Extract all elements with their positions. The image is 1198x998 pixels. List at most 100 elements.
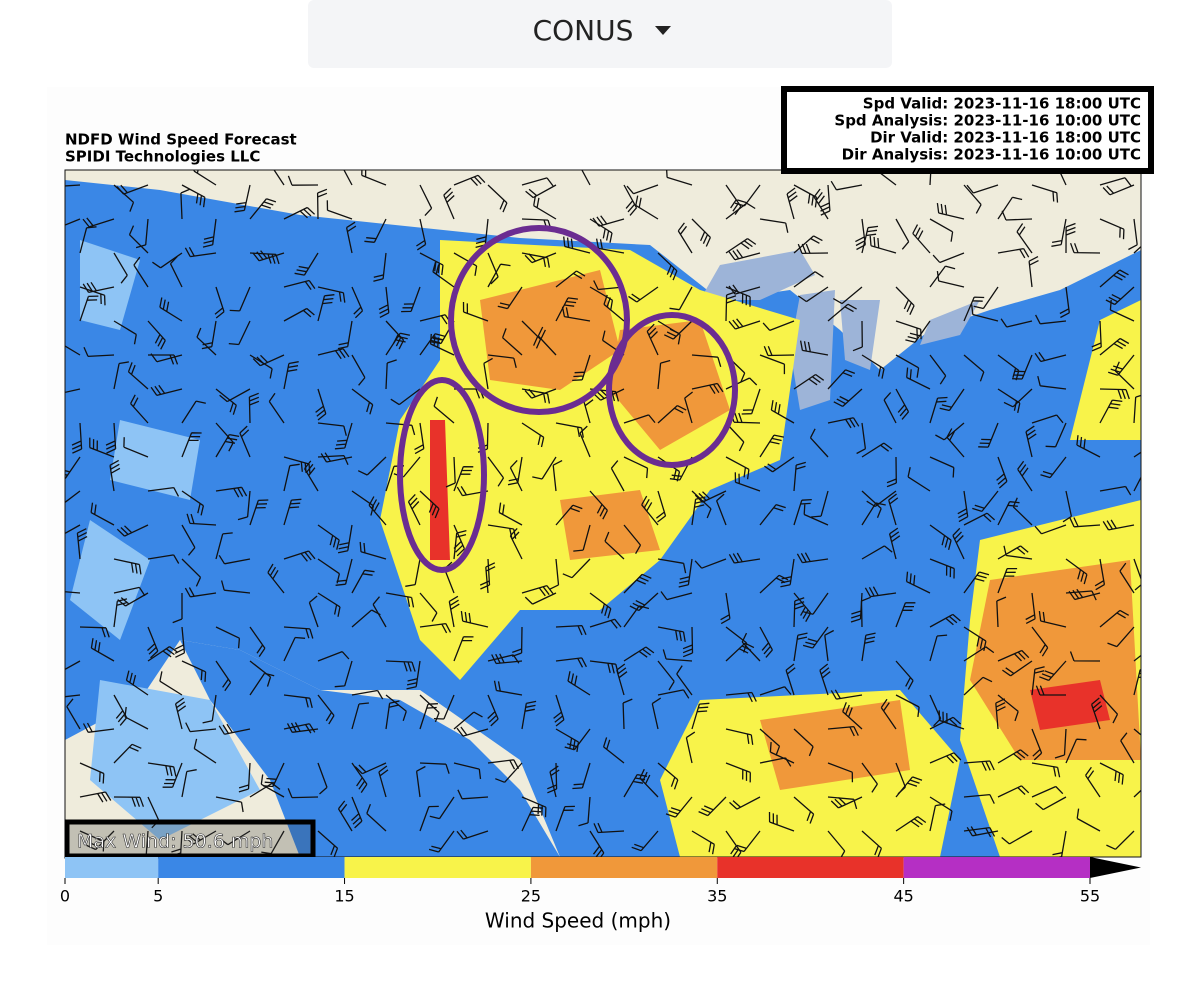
wind-barb xyxy=(799,340,829,356)
wind-barb xyxy=(595,238,625,254)
wind-barb xyxy=(65,456,81,480)
wind-barb xyxy=(82,722,115,733)
wind-barb xyxy=(725,762,751,783)
wind-barb xyxy=(215,796,244,813)
colorbar-tick-label: 5 xyxy=(153,887,163,906)
wind-barb xyxy=(79,830,105,852)
wind-barb xyxy=(218,554,251,565)
wind-barb xyxy=(65,490,81,504)
wind-barb xyxy=(728,552,761,564)
wind-barb xyxy=(76,528,88,560)
wind-barb xyxy=(125,670,149,696)
wind-barb xyxy=(249,626,266,657)
wind-barb xyxy=(219,388,251,403)
wind-barb xyxy=(453,174,486,187)
wind-barb xyxy=(725,456,750,480)
wind-barb xyxy=(294,252,319,276)
wind-barb xyxy=(929,634,948,662)
wind-barb xyxy=(181,524,196,556)
wind-barb xyxy=(1028,256,1039,288)
wind-barb xyxy=(929,716,962,730)
wind-barb xyxy=(793,632,808,662)
wind-barb xyxy=(759,728,781,756)
dropdown-box[interactable] xyxy=(308,0,892,68)
wind-barb xyxy=(589,618,622,629)
wind-barb xyxy=(552,460,563,492)
wind-barb xyxy=(886,456,897,488)
wind-barb xyxy=(963,646,995,662)
wind-barb xyxy=(483,357,493,390)
time-line: Spd Analysis: 2023-11-16 10:00 UTC xyxy=(834,112,1141,130)
wind-barb xyxy=(978,422,999,448)
wind-barb xyxy=(623,414,656,424)
wind-barb xyxy=(666,170,693,186)
wind-barb xyxy=(453,636,474,662)
wind-barb xyxy=(283,723,316,734)
wind-barb xyxy=(234,184,251,213)
wind-barb xyxy=(555,657,587,668)
wind-barb xyxy=(691,354,722,367)
wind-barb xyxy=(1090,697,1103,730)
wind-barb xyxy=(364,218,387,243)
wind-barb xyxy=(725,728,754,745)
dropdown[interactable]: CONUS xyxy=(308,0,892,68)
wind-barb xyxy=(997,545,1029,560)
wind-barb xyxy=(952,527,965,560)
wind-barb xyxy=(966,826,999,837)
wind-barb xyxy=(963,676,993,696)
wind-barb xyxy=(895,388,910,420)
wind-barb xyxy=(1039,660,1067,682)
wind-barb xyxy=(842,702,863,730)
wind-barb xyxy=(579,425,591,458)
caret[interactable] xyxy=(655,26,671,35)
wind-barb xyxy=(691,830,715,855)
wind-barb xyxy=(963,626,987,652)
wind-barb xyxy=(972,490,999,513)
wind-barb xyxy=(563,236,591,254)
wind-barb xyxy=(657,359,671,390)
wind-barb xyxy=(623,646,655,662)
wind-barb xyxy=(629,592,659,612)
wind-barb xyxy=(1054,728,1067,759)
wind-barb xyxy=(419,184,433,217)
colorbar-bin xyxy=(717,857,904,878)
wind-barb xyxy=(677,222,693,254)
wind-barb xyxy=(215,433,240,458)
wind-barb xyxy=(785,663,796,696)
wind-barb xyxy=(1099,399,1123,424)
strong-wind-zone xyxy=(480,270,730,560)
wind-barb xyxy=(283,498,302,526)
wind-barb xyxy=(682,626,694,658)
wind-barb xyxy=(819,663,831,696)
wind-barb xyxy=(929,396,948,424)
wind-barb xyxy=(537,326,557,356)
wind-barb xyxy=(79,762,105,784)
wind-barb xyxy=(351,569,375,594)
wind-barb xyxy=(162,762,183,788)
wind-barb xyxy=(524,388,557,399)
wind-barb xyxy=(589,388,620,402)
wind-barb xyxy=(215,388,237,415)
wind-barb xyxy=(487,694,499,727)
wind-barb xyxy=(453,466,474,492)
wind-barb xyxy=(895,286,915,315)
wind-barb xyxy=(762,320,795,332)
wind-barb xyxy=(852,320,863,352)
wind-barb xyxy=(116,184,149,195)
wind-barb xyxy=(317,650,350,662)
wind-barb xyxy=(316,188,328,220)
wind-barb xyxy=(725,691,757,703)
wind-barb xyxy=(861,225,879,254)
wind-barb xyxy=(419,252,444,276)
wind-barb xyxy=(283,463,300,492)
wind-barb xyxy=(770,400,795,424)
dropdown-label[interactable]: CONUS xyxy=(533,14,634,47)
wind-barb xyxy=(1102,184,1135,196)
wind-barb xyxy=(147,762,177,777)
wind-barb xyxy=(657,762,679,790)
wind-barb xyxy=(86,830,115,851)
wind-barb xyxy=(419,592,438,622)
wind-barb xyxy=(368,496,387,526)
wind-barb xyxy=(929,803,946,832)
